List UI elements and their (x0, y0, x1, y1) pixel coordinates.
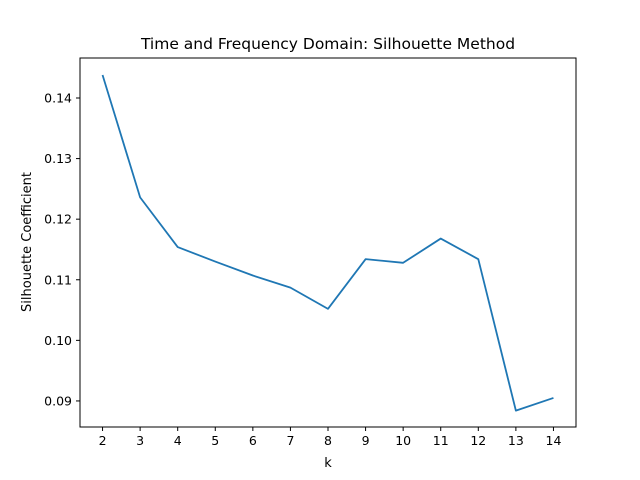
series-group (101, 74, 554, 412)
x-axis-ticks: 2 3 4 5 6 7 8 9 10 11 12 13 14 (99, 427, 562, 448)
y-tick-label: 0.10 (44, 333, 72, 348)
x-tick-label: 6 (249, 433, 257, 448)
x-tick-label: 9 (362, 433, 370, 448)
y-tick-label: 0.12 (44, 212, 72, 227)
x-tick-label: 10 (395, 433, 411, 448)
x-axis-label: k (324, 456, 332, 471)
x-tick-label: 5 (211, 433, 219, 448)
y-tick-label: 0.13 (44, 151, 72, 166)
chart-title: Time and Frequency Domain: Silhouette Me… (140, 35, 515, 53)
x-tick-label: 2 (99, 433, 107, 448)
y-axis-ticks: 0.09 0.10 0.11 0.12 0.13 0.14 (44, 90, 80, 408)
y-axis-label: Silhouette Coefficient (20, 172, 35, 312)
series-line (101, 74, 554, 412)
x-tick-label: 13 (508, 433, 524, 448)
plot-area-frame (79, 57, 577, 428)
x-tick-label: 8 (324, 433, 332, 448)
x-tick-label: 7 (286, 433, 294, 448)
y-tick-label: 0.09 (44, 393, 72, 408)
x-tick-label: 3 (136, 433, 144, 448)
x-tick-label: 4 (174, 433, 182, 448)
x-tick-label: 12 (470, 433, 486, 448)
y-tick-label: 0.11 (44, 272, 72, 287)
x-tick-label: 11 (433, 433, 449, 448)
x-tick-label: 14 (546, 433, 562, 448)
y-tick-label: 0.14 (44, 90, 72, 105)
